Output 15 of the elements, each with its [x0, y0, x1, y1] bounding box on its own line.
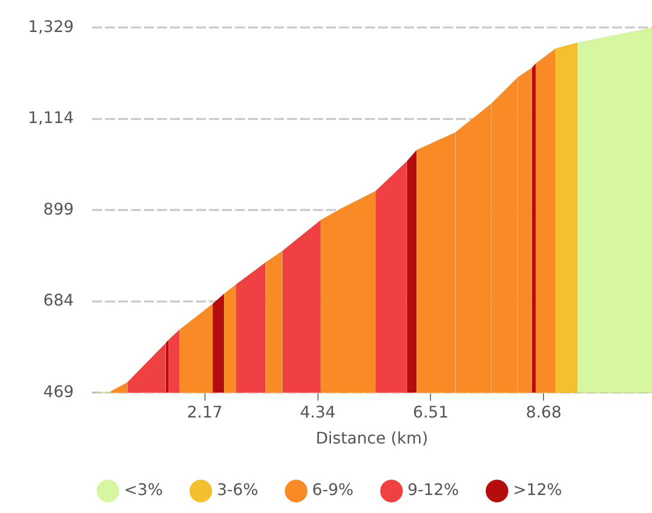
x-axis-title: Distance (km) [316, 428, 428, 448]
y-tick-label: 1,114 [28, 108, 74, 128]
legend-label: 9-12% [407, 480, 460, 500]
y-tick-label: 469 [43, 382, 74, 401]
legend-label: <3% [124, 480, 163, 500]
legend-label: 3-6% [216, 480, 258, 500]
y-tick-label: 684 [43, 290, 74, 310]
x-tick-label: 6.51 [412, 402, 449, 422]
legend-label: 6-9% [312, 480, 354, 500]
x-tick-label: 8.68 [526, 402, 562, 422]
y-tick-label: 899 [43, 199, 74, 218]
x-tick-label: 4.34 [300, 402, 336, 422]
legend-label: >12% [513, 480, 562, 500]
x-tick-label: 2.17 [186, 402, 223, 422]
y-tick-label: 1,329 [28, 16, 74, 36]
